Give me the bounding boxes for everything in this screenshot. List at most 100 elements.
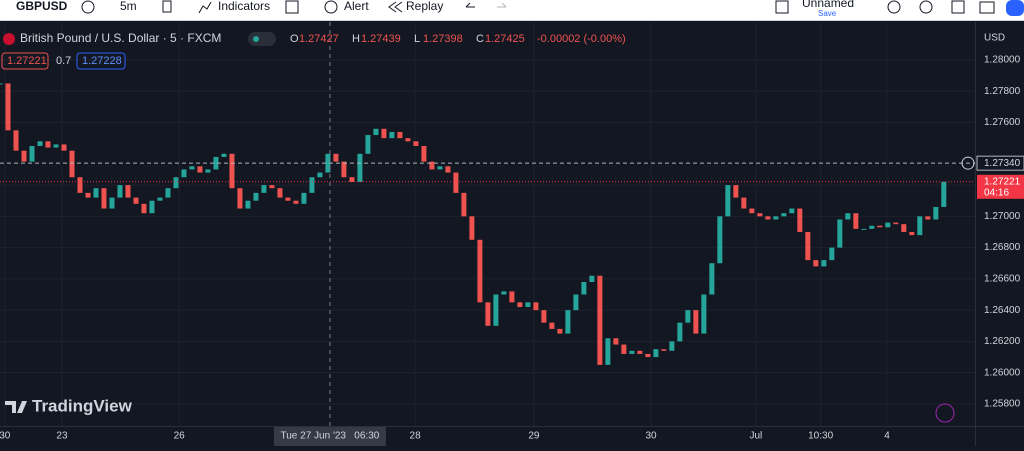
candle [789, 208, 795, 214]
candle [277, 188, 283, 198]
x-tick-label: 26 [174, 431, 186, 442]
candle [781, 213, 787, 217]
alert-button[interactable]: Alert [344, 0, 369, 13]
undo[interactable] [465, 2, 475, 8]
candle [53, 144, 59, 148]
candle [485, 302, 491, 326]
candle [509, 291, 515, 303]
candle [573, 294, 579, 311]
candle [437, 166, 443, 170]
countdown: 04:16 [984, 187, 1009, 198]
candle [725, 185, 731, 217]
candle [901, 224, 907, 232]
settings[interactable] [919, 0, 933, 14]
candle [141, 203, 147, 214]
candle [909, 231, 915, 236]
symbol[interactable]: GBPUSD [16, 0, 68, 13]
alert-icon[interactable] [324, 0, 338, 14]
candle [861, 228, 867, 230]
candle [669, 341, 675, 351]
buy-price[interactable]: 1.27228 [82, 55, 122, 67]
candle [661, 349, 667, 351]
status-pill [248, 32, 276, 46]
candle [325, 153, 331, 173]
candle [173, 177, 179, 189]
candle [285, 197, 291, 201]
ohlc-values: O 1.27427 H 1.27439 L 1.27398 C 1.27425 [290, 33, 525, 45]
indicators-button[interactable]: Indicators [218, 0, 270, 13]
replay-icon[interactable] [388, 1, 403, 13]
candle [733, 185, 739, 198]
save-button[interactable]: Save [818, 9, 837, 18]
candle [581, 282, 587, 295]
candle [877, 225, 883, 228]
add-symbol[interactable] [81, 0, 95, 14]
currency-box[interactable] [976, 30, 1006, 46]
buy-box[interactable] [76, 52, 126, 70]
candle [565, 310, 571, 334]
y-tick-label: 1.26800 [984, 242, 1021, 253]
search[interactable] [887, 0, 901, 14]
templates-icon[interactable] [285, 0, 299, 14]
interval[interactable]: 5m [120, 0, 137, 13]
candle [541, 310, 547, 323]
candle [397, 131, 403, 139]
ohlc-value: 1.27398 [423, 33, 463, 45]
candle [797, 208, 803, 232]
candle [341, 161, 347, 178]
publish[interactable] [1006, 0, 1024, 16]
x-tick-label: 28 [410, 431, 422, 442]
fullscreen[interactable] [951, 0, 965, 14]
candle [5, 83, 11, 131]
chart-type-icon[interactable] [162, 0, 172, 13]
candle [621, 344, 627, 354]
ohlc-value: 1.27439 [361, 33, 401, 45]
candle [701, 294, 707, 334]
symbol-flag [3, 33, 15, 45]
candle [717, 216, 723, 264]
candle [549, 322, 555, 329]
candle [741, 197, 747, 209]
y-tick-label: 1.27600 [984, 117, 1021, 128]
candle [837, 219, 843, 248]
candle [109, 197, 115, 209]
y-tick-label: 1.26200 [984, 336, 1021, 347]
add-alert[interactable] [961, 156, 975, 170]
candle [253, 192, 259, 201]
candle [69, 150, 75, 178]
candle [685, 310, 691, 323]
candle [893, 222, 899, 225]
candle [813, 260, 819, 267]
lightning[interactable] [935, 403, 955, 423]
candle [637, 350, 643, 354]
candle [805, 231, 811, 261]
candle [709, 263, 715, 295]
replay-button[interactable]: Replay [406, 0, 443, 13]
candle [197, 166, 203, 173]
layout-name[interactable]: Unnamed [802, 0, 854, 10]
currency[interactable]: USD [984, 33, 1005, 44]
candle [405, 138, 411, 142]
snapshot[interactable] [979, 1, 995, 14]
sell-box[interactable] [1, 52, 49, 70]
x-tick-label: 30 [646, 431, 658, 442]
x-tick-label: 10:30 [808, 431, 833, 442]
candle [557, 328, 563, 334]
candle [117, 185, 123, 198]
market-status [253, 36, 259, 42]
candle [749, 208, 755, 214]
watermark-logo [5, 401, 27, 413]
candle [765, 216, 771, 220]
y-tick-label: 1.27000 [984, 211, 1021, 222]
ohlc-value: 1.27427 [299, 33, 339, 45]
layout-checkbox[interactable] [775, 0, 789, 14]
candle [221, 153, 227, 157]
candle [845, 213, 851, 220]
indicators-icon[interactable] [198, 1, 212, 14]
redo[interactable] [497, 2, 507, 8]
sell-price[interactable]: 1.27221 [7, 55, 47, 67]
candle [45, 141, 51, 148]
toolbar [0, 0, 1024, 20]
candle [853, 213, 859, 229]
candle [93, 188, 99, 198]
